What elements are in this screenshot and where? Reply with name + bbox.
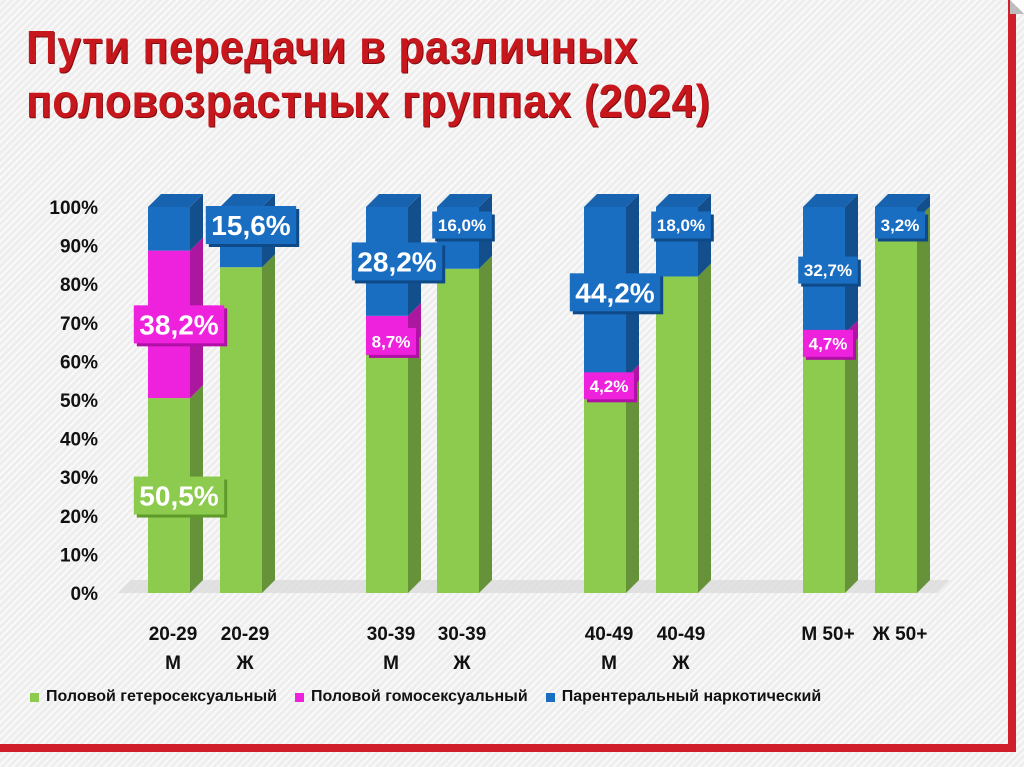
legend-label-drug: Парентеральный наркотический <box>561 688 822 705</box>
y-tick-label: 90% <box>60 237 98 258</box>
data-label-box <box>583 372 635 400</box>
x-category-label-sex: М <box>165 653 181 674</box>
bar-top <box>148 194 203 207</box>
data-label-box <box>802 329 854 357</box>
legend-label-homo: Половой гомосексуальный <box>310 688 528 705</box>
y-tick-label: 10% <box>60 545 98 566</box>
bar-side <box>479 255 492 593</box>
x-category-label-sex: Ж <box>671 653 690 674</box>
legend-swatch-magenta <box>294 692 304 702</box>
bar-segment <box>366 349 408 593</box>
data-label-box <box>432 211 492 239</box>
y-tick-label: 40% <box>60 430 98 451</box>
data-label-box <box>351 242 443 281</box>
frame-right-border <box>1008 0 1016 752</box>
legend-swatch-green <box>30 692 39 702</box>
legend-swatch-blue <box>545 692 555 702</box>
data-label-box <box>798 256 858 284</box>
data-label-box <box>133 476 225 515</box>
data-label: 50,5% <box>139 481 218 512</box>
data-label: 32,7% <box>804 261 852 280</box>
chart-title: Пути передачи в различных половозрастных… <box>26 21 711 127</box>
data-label-box <box>133 305 225 344</box>
y-tick-label: 0% <box>71 584 99 605</box>
x-category-label: Ж 50+ <box>872 624 928 645</box>
x-category-label-sex: М <box>383 653 399 674</box>
data-label: 28,2% <box>357 247 436 278</box>
data-label: 8,7% <box>372 333 411 352</box>
bar-side <box>698 263 711 593</box>
y-tick-label: 50% <box>60 391 98 412</box>
x-category-label: 30-39 <box>438 624 487 645</box>
x-category-label-sex: Ж <box>235 653 254 674</box>
bar-side <box>190 194 203 251</box>
x-category-label-sex: М <box>601 653 617 674</box>
bar-segment <box>584 393 626 593</box>
legend: Половой гетеросексуальный Половой гомосе… <box>30 684 990 710</box>
bar-top <box>803 194 858 207</box>
x-category-label-sex: Ж <box>452 653 471 674</box>
bar-top <box>220 194 275 207</box>
bar-top <box>584 194 639 207</box>
data-label: 44,2% <box>575 277 654 308</box>
data-label-box <box>651 211 711 239</box>
y-tick-label: 60% <box>60 352 98 373</box>
data-label: 4,2% <box>590 377 629 396</box>
data-label-box <box>365 327 417 355</box>
bar-segment <box>803 351 845 593</box>
bar-side <box>845 338 858 593</box>
page-curl <box>1010 0 1024 14</box>
data-label: 3,2% <box>881 216 920 235</box>
bar-side <box>917 206 930 594</box>
chart-floor <box>118 580 950 593</box>
bar-top <box>656 194 711 207</box>
legend-item-hetero: Половой гетеросексуальный <box>30 688 277 706</box>
bar-segment <box>148 207 190 251</box>
bar-side <box>408 336 421 593</box>
bar-segment <box>656 276 698 593</box>
data-label-box <box>205 206 297 244</box>
y-tick-label: 30% <box>60 468 98 489</box>
frame-bottom-border <box>0 744 1016 752</box>
legend-item-drug: Парентеральный наркотический <box>545 688 822 706</box>
x-category-label: 20-29 <box>221 624 270 645</box>
y-tick-label: 80% <box>60 275 98 296</box>
bar-segment <box>437 268 479 593</box>
y-tick-label: 70% <box>60 314 98 335</box>
data-label: 18,0% <box>657 216 705 235</box>
bar-side <box>262 254 275 593</box>
bar-top <box>437 194 492 207</box>
bar-top <box>366 194 421 207</box>
data-label-box <box>874 211 926 239</box>
bar-side <box>626 380 639 593</box>
y-tick-label: 20% <box>60 507 98 528</box>
x-category-label: 20-29 <box>149 624 198 645</box>
data-label: 38,2% <box>139 309 218 340</box>
x-category-label: 30-39 <box>367 624 416 645</box>
y-tick-label: 100% <box>49 198 98 219</box>
x-category-label: 40-49 <box>585 624 634 645</box>
legend-label-hetero: Половой гетеросексуальный <box>46 688 277 705</box>
data-label: 16,0% <box>438 216 486 235</box>
legend-item-homo: Половой гомосексуальный <box>294 688 528 706</box>
bar-segment <box>875 219 917 594</box>
data-label: 15,6% <box>211 210 290 241</box>
data-label-box <box>569 273 661 312</box>
bar-top <box>875 194 930 207</box>
x-category-label: М 50+ <box>801 624 854 645</box>
x-category-label: 40-49 <box>657 624 706 645</box>
data-label: 4,7% <box>809 334 848 353</box>
